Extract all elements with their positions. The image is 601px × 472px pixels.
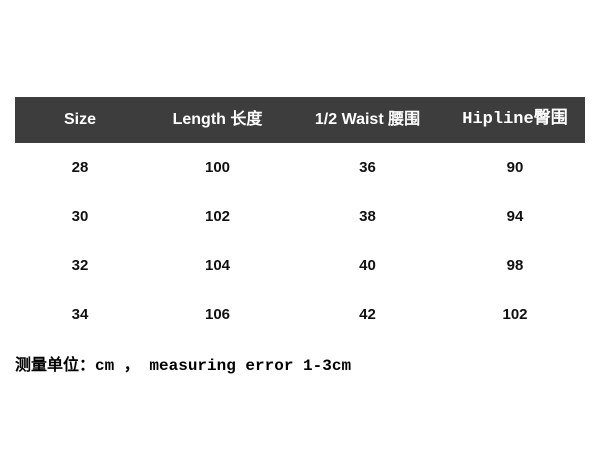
cell-waist: 42 — [359, 306, 376, 323]
table-row: 34 106 42 102 — [15, 290, 585, 339]
header-cell-length: Length 长度 — [172, 111, 263, 128]
table-row: 32 104 40 98 — [15, 241, 585, 290]
cell-waist: 38 — [359, 208, 376, 225]
cell-size: 28 — [71, 159, 89, 176]
header-cell-waist: 1/2 Waist 腰围 — [314, 111, 421, 128]
cell-size: 34 — [71, 306, 89, 323]
header-cell-size: Size — [63, 111, 96, 128]
cell-hipline: 102 — [502, 306, 528, 323]
measurement-note: 测量单位：cm ， measuring error 1-3cm — [15, 357, 352, 375]
cell-length: 100 — [204, 159, 231, 176]
cell-hipline: 90 — [506, 159, 524, 176]
table-header-row: Size Length 长度 1/2 Waist 腰围 Hipline臀围 — [15, 97, 585, 143]
table-row: 30 102 38 94 — [15, 192, 585, 241]
cell-hipline: 94 — [506, 208, 524, 225]
header-cell-hipline: Hipline臀围 — [462, 110, 568, 129]
cell-length: 104 — [204, 257, 231, 274]
cell-size: 30 — [71, 208, 89, 225]
cell-size: 32 — [71, 257, 89, 274]
cell-waist: 36 — [359, 159, 376, 176]
size-chart-table: Size Length 长度 1/2 Waist 腰围 Hipline臀围 28… — [15, 97, 585, 339]
table-row: 28 100 36 90 — [15, 143, 585, 192]
cell-length: 102 — [204, 208, 231, 225]
cell-length: 106 — [204, 306, 231, 323]
cell-hipline: 98 — [506, 257, 524, 274]
cell-waist: 40 — [359, 257, 376, 274]
